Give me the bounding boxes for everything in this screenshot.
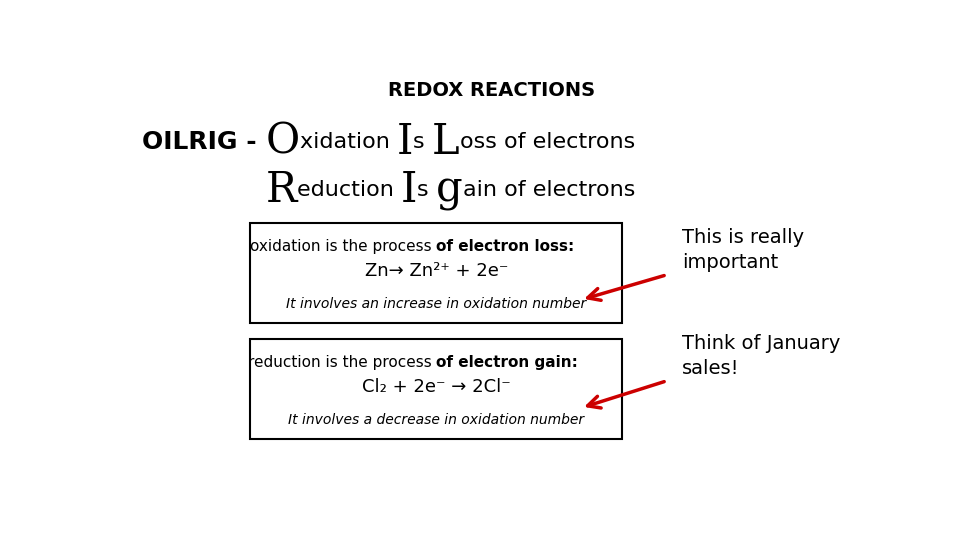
Text: oss of electrons: oss of electrons — [460, 132, 635, 152]
Text: I: I — [401, 168, 418, 211]
Text: Cl₂ + 2e⁻ → 2Cl⁻: Cl₂ + 2e⁻ → 2Cl⁻ — [362, 378, 511, 396]
Text: of electron gain:: of electron gain: — [436, 355, 578, 370]
Text: reduction is the process: reduction is the process — [248, 355, 436, 370]
Text: It involves a decrease in oxidation number: It involves a decrease in oxidation numb… — [288, 414, 585, 427]
Bar — [251, 339, 622, 439]
Text: s: s — [418, 179, 436, 200]
Text: REDOX REACTIONS: REDOX REACTIONS — [389, 82, 595, 100]
Text: oxidation is the process: oxidation is the process — [250, 239, 436, 254]
Bar — [251, 223, 622, 322]
Text: s: s — [414, 132, 432, 152]
Text: O: O — [266, 121, 300, 163]
Text: xidation: xidation — [300, 132, 396, 152]
Text: R: R — [266, 168, 297, 211]
Text: It involves an increase in oxidation number: It involves an increase in oxidation num… — [286, 297, 587, 311]
Text: ain of electrons: ain of electrons — [463, 179, 636, 200]
Text: g: g — [436, 168, 463, 211]
Text: I: I — [396, 121, 414, 163]
Text: L: L — [432, 121, 460, 163]
Text: OILRIG -: OILRIG - — [142, 130, 266, 154]
Text: This is really
important: This is really important — [682, 228, 804, 272]
Text: of electron loss:: of electron loss: — [436, 239, 574, 254]
Text: Zn→ Zn²⁺ + 2e⁻: Zn→ Zn²⁺ + 2e⁻ — [365, 262, 508, 280]
Text: Think of January
sales!: Think of January sales! — [682, 334, 840, 378]
Text: eduction: eduction — [297, 179, 401, 200]
